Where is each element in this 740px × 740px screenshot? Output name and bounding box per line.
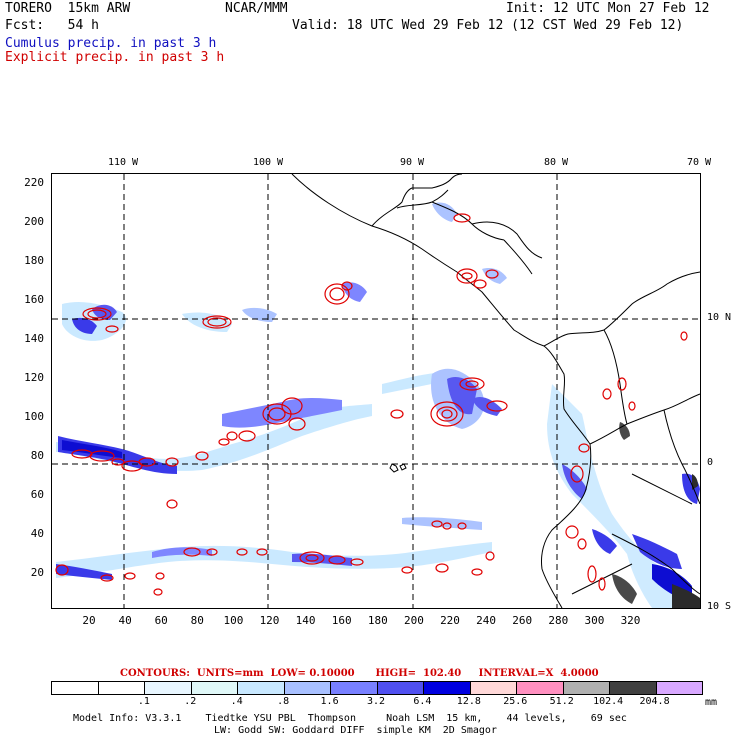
longitude-label: 80 W [543,157,569,168]
longitude-label: 70 W [686,157,712,168]
y-tick-label: 40 [30,527,44,540]
organization: NCAR/MMM [225,1,288,16]
forecast-hour: Fcst: 54 h [5,18,99,33]
x-tick-label: 80 [190,614,204,627]
latitude-label: 0 [707,457,714,468]
x-tick-label: 120 [259,614,280,627]
colorbar-swatch [191,682,238,694]
colorbar-swatch [656,682,702,694]
explicit-precip-contours [55,213,688,596]
colorbar-label: 102.4 [593,696,624,707]
colorbar-swatch [238,682,285,694]
explicit-field-label: Explicit precip. in past 3 h [5,50,225,65]
y-tick-label: 100 [24,410,44,423]
x-tick-label: 280 [548,614,569,627]
cumulus-shading [56,202,700,608]
y-tick-label: 180 [24,254,44,267]
longitude-label: 100 W [252,157,284,168]
colorbar-units: mm [705,697,718,708]
colorbar-label: .4 [230,696,243,707]
colorbar-label: 204.8 [639,696,670,707]
colorbar [51,681,703,695]
colorbar-swatch [424,682,471,694]
init-time: Init: 12 UTC Mon 27 Feb 12 [506,1,710,16]
colorbar-label: 3.2 [366,696,386,707]
y-tick-label: 20 [30,566,44,579]
y-tick-label: 60 [30,488,44,501]
valid-time: Valid: 18 UTC Wed 29 Feb 12 (12 CST Wed … [292,18,684,33]
colorbar-label: .8 [277,696,290,707]
colorbar-label: 12.8 [456,696,481,707]
x-tick-label: 260 [512,614,533,627]
map-canvas [52,174,700,608]
colorbar-swatch [517,682,564,694]
colorbar-label: .2 [184,696,197,707]
longitude-label: 110 W [107,157,139,168]
colorbar-swatch [145,682,192,694]
lat-lon-grid [52,174,700,608]
x-tick-label: 180 [367,614,388,627]
colorbar-label: 51.2 [549,696,574,707]
y-tick-label: 120 [24,371,44,384]
x-tick-label: 20 [82,614,96,627]
y-tick-label: 200 [24,215,44,228]
x-tick-label: 140 [295,614,316,627]
y-tick-label: 80 [30,449,44,462]
cumulus-field-label: Cumulus precip. in past 3 h [5,36,217,51]
colorbar-swatch [377,682,424,694]
x-tick-label: 160 [331,614,352,627]
y-tick-label: 220 [24,176,44,189]
precip-map [51,173,701,609]
colorbar-swatch [284,682,331,694]
latitude-label: 10 S [707,601,732,612]
longitude-label: 90 W [399,157,425,168]
colorbar-swatch [470,682,517,694]
model-physics: LW: Godd SW: Goddard DIFF simple KM 2D S… [214,725,497,736]
x-tick-label: 200 [403,614,424,627]
x-tick-label: 320 [620,614,641,627]
contour-legend-header: CONTOURS: UNITS=mm LOW= 0.10000 HIGH= 10… [120,668,599,679]
x-tick-label: 300 [584,614,605,627]
colorbar-swatch [610,682,657,694]
y-tick-label: 140 [24,332,44,345]
colorbar-swatch [563,682,610,694]
colorbar-label: 6.4 [413,696,432,707]
colorbar-label: 25.6 [503,696,528,707]
model-info: Model Info: V3.3.1 Tiedtke YSU PBL Thomp… [73,713,627,724]
colorbar-swatch [331,682,378,694]
x-tick-label: 240 [476,614,497,627]
colorbar-swatch [98,682,145,694]
colorbar-label: 1.6 [320,696,339,707]
colorbar-label: .1 [137,696,150,707]
x-tick-label: 220 [440,614,460,627]
x-tick-label: 40 [118,614,132,627]
x-tick-label: 60 [154,614,168,627]
colorbar-swatch [52,682,99,694]
x-tick-label: 100 [223,614,244,627]
latitude-label: 10 N [707,312,732,323]
y-tick-label: 160 [24,293,44,306]
model-name: TORERO 15km ARW [5,1,131,16]
